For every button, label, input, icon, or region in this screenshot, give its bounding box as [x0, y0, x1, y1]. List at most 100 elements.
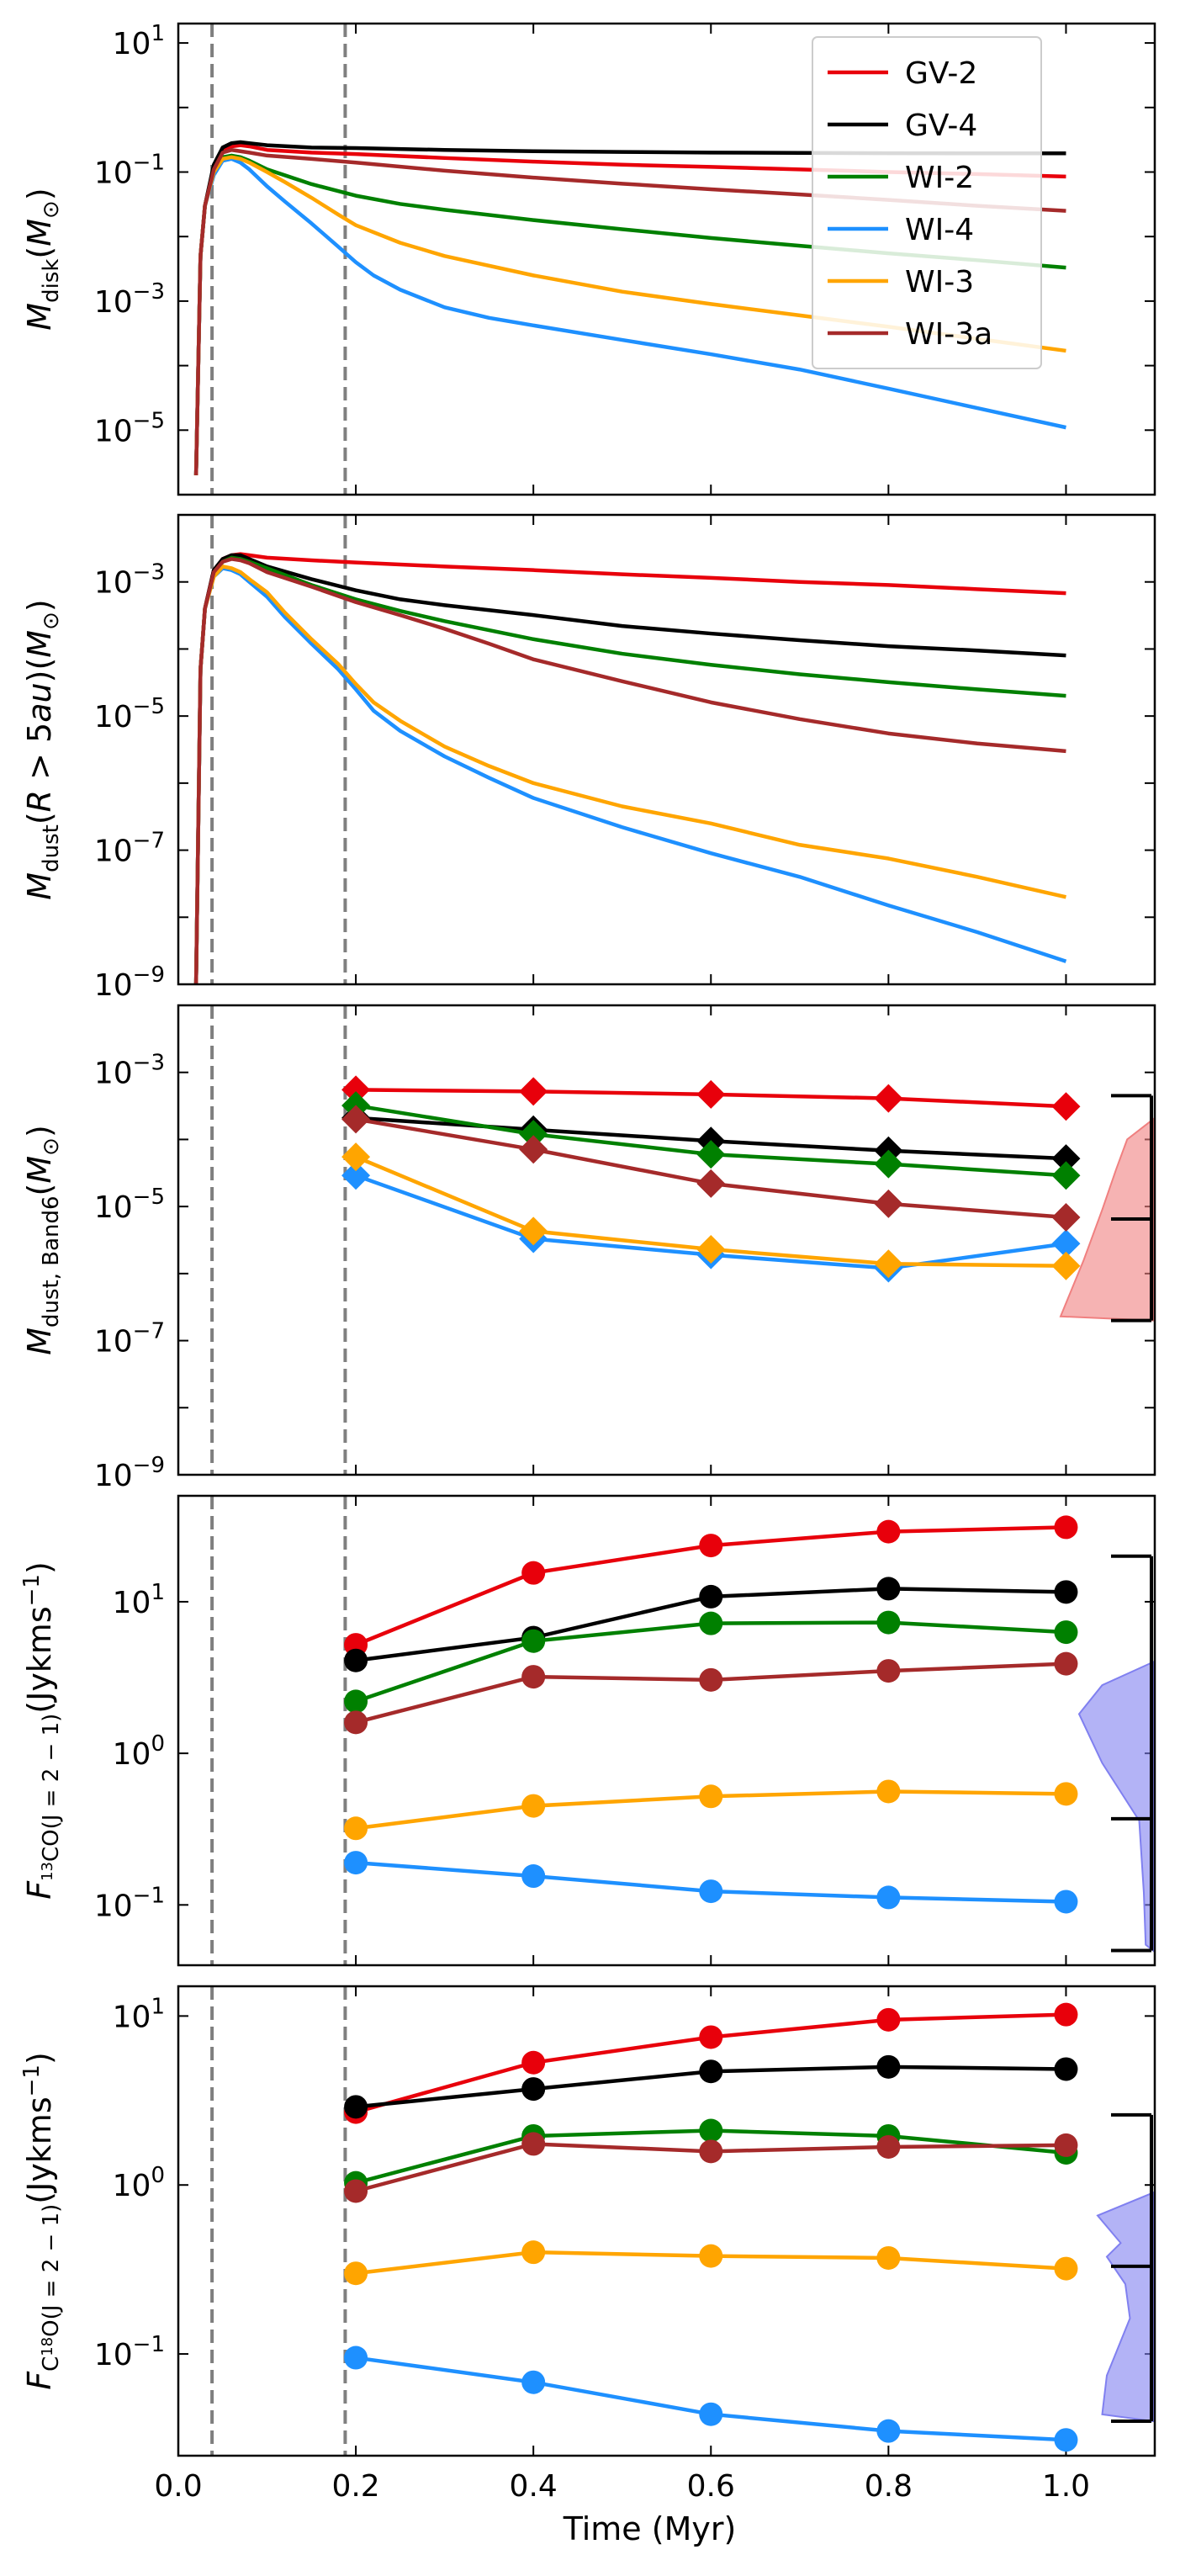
y-axis-label: Mdisk(M⊙)	[21, 188, 64, 330]
data-point-WI-3a	[876, 2134, 901, 2159]
data-point-WI-2	[874, 1149, 903, 1179]
observed-distribution	[1077, 1661, 1154, 1953]
data-point-WI-3	[1054, 1782, 1078, 1806]
data-point-WI-4	[1051, 1229, 1081, 1259]
y-tick-label: 10−1	[94, 150, 165, 190]
data-point-WI-3a	[344, 2179, 368, 2203]
data-point-GV-2	[521, 1561, 546, 1585]
y-axis-label: F13CO(J = 2 − 1)(Jykms−1)	[19, 1561, 64, 1900]
series-line-GV-4	[193, 140, 1066, 475]
data-point-WI-4	[876, 2419, 901, 2443]
data-point-GV-4	[344, 1648, 368, 1672]
y-tick-label: 101	[113, 1580, 165, 1620]
data-point-WI-3a	[1051, 1202, 1081, 1232]
y-axis-label: Mdust(R > 5au)(M⊙)	[21, 599, 64, 899]
data-point-WI-3	[1051, 1251, 1081, 1280]
data-point-GV-4	[1054, 1580, 1078, 1604]
data-point-WI-4	[699, 1879, 723, 1904]
y-tick-label: 10−3	[94, 279, 165, 320]
data-point-WI-3	[876, 2245, 901, 2270]
data-point-WI-3	[344, 1816, 368, 1841]
y-axis-label: FC18O(J = 2 − 1)(Jykms−1)	[19, 2052, 64, 2390]
x-axis-label: Time (Myr)	[563, 2510, 737, 2547]
data-point-WI-3	[519, 1216, 548, 1246]
data-point-WI-3a	[876, 1659, 901, 1683]
observed-distribution	[1059, 1117, 1154, 1322]
y-axis-label: Mdust, Band6(M⊙)	[21, 1125, 64, 1355]
y-tick-label: 100	[113, 2163, 165, 2203]
series-line-WI-3	[193, 155, 1066, 475]
data-point-GV-4	[1054, 2057, 1078, 2081]
axes-frame	[177, 1004, 1156, 1476]
data-point-GV-4	[1051, 1144, 1081, 1174]
y-tick-label: 101	[113, 1994, 165, 2034]
data-point-WI-4	[341, 1161, 371, 1190]
panel-dust-mass-band6: 10−3 10−5 10−7 10−9 Mdust, Band6(M⊙)	[21, 1004, 1156, 1493]
legend-label: GV-4	[905, 109, 977, 143]
data-point-GV-4	[876, 2054, 901, 2079]
x-tick-label: 0.8	[865, 2469, 913, 2504]
y-tick-label: 10−5	[94, 1185, 165, 1225]
data-point-WI-4	[521, 2370, 546, 2394]
y-tick-label: 10−3	[94, 560, 165, 601]
data-point-WI-4	[1054, 2428, 1078, 2452]
data-point-WI-2	[1054, 1620, 1078, 1645]
data-point-WI-3	[699, 2244, 723, 2268]
data-point-WI-3	[1054, 2256, 1078, 2281]
y-tick-label: 101	[113, 21, 165, 61]
data-point-WI-3a	[699, 2139, 723, 2164]
axes-frame	[177, 1985, 1156, 2457]
data-point-GV-2	[521, 2050, 546, 2075]
series-line-WI-3	[193, 564, 1066, 984]
data-point-GV-4	[699, 2059, 723, 2084]
legend-label: WI-2	[905, 161, 974, 195]
data-point-GV-2	[699, 2025, 723, 2049]
data-point-WI-3	[696, 1235, 726, 1264]
data-point-GV-2	[519, 1077, 548, 1106]
axes-frame	[177, 1494, 1156, 1967]
data-point-WI-3	[874, 1249, 903, 1279]
legend: GV-2 GV-4 WI-2 WI-4 WI-3 WI-3a	[812, 36, 1042, 369]
x-tick-label: 0.0	[154, 2469, 202, 2504]
data-point-WI-3	[876, 1779, 901, 1804]
data-point-WI-2	[699, 2118, 723, 2143]
data-point-GV-2	[876, 1519, 901, 1544]
data-point-WI-2	[876, 1610, 901, 1635]
data-point-WI-3a	[519, 1135, 548, 1164]
data-point-GV-2	[341, 1075, 371, 1105]
series-line-WI-3a	[193, 557, 1066, 984]
y-tick-label: 10−5	[94, 694, 165, 734]
data-point-WI-3	[521, 2240, 546, 2265]
y-tick-label: 10−9	[94, 1453, 165, 1493]
data-point-WI-4	[699, 2402, 723, 2426]
y-tick-label: 10−9	[94, 962, 165, 1003]
data-point-WI-3a	[874, 1189, 903, 1218]
series-line-WI-4	[193, 566, 1067, 984]
data-point-WI-3a	[344, 1710, 368, 1735]
y-tick-label: 10−5	[94, 408, 165, 448]
panel-dust-mass-5au: 10−3 10−5 10−7 10−9 Mdust(R > 5au)(M⊙)	[21, 513, 1156, 1003]
data-point-WI-3a	[521, 1665, 546, 1689]
panel-disk-mass: 101 10−1 10−3 10−5 Mdisk(M⊙) GV-2 GV-4 WI-2 WI-4…	[21, 21, 1156, 496]
data-point-WI-4	[876, 1885, 901, 1910]
data-point-WI-4	[1054, 1890, 1078, 1914]
y-tick-label: 100	[113, 1731, 165, 1772]
data-point-WI-3	[344, 2261, 368, 2286]
data-point-WI-3a	[341, 1105, 371, 1134]
data-point-WI-2	[699, 1611, 723, 1635]
data-point-GV-2	[696, 1079, 726, 1109]
data-point-WI-2	[521, 1629, 546, 1653]
data-point-GV-4	[521, 2077, 546, 2102]
y-tick-label: 10−3	[94, 1051, 165, 1091]
legend-label: GV-2	[905, 56, 977, 91]
data-point-GV-4	[876, 1577, 901, 1601]
data-point-WI-3a	[1054, 2133, 1078, 2157]
data-point-GV-2	[1054, 2002, 1078, 2027]
data-point-WI-4	[344, 2345, 368, 2370]
data-point-WI-2	[1051, 1161, 1081, 1190]
data-point-WI-2	[344, 1689, 368, 1714]
data-point-GV-4	[699, 1584, 723, 1609]
data-point-WI-3a	[696, 1169, 726, 1198]
legend-label: WI-4	[905, 213, 974, 247]
